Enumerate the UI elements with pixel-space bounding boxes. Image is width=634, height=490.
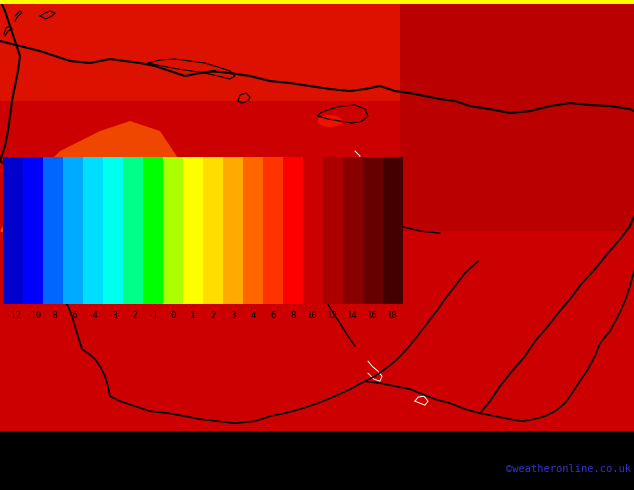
Bar: [383, 157, 403, 304]
Bar: [343, 157, 363, 304]
Text: 2: 2: [210, 311, 216, 320]
Bar: [323, 157, 343, 304]
Bar: [0, 0, 634, 4]
Text: 6: 6: [270, 311, 275, 320]
Text: 10: 10: [307, 311, 318, 320]
Bar: [363, 157, 383, 304]
Polygon shape: [0, 121, 190, 271]
Bar: [203, 157, 223, 304]
Text: ©weatheronline.co.uk: ©weatheronline.co.uk: [506, 464, 631, 473]
Text: 1: 1: [190, 311, 195, 320]
Bar: [63, 157, 83, 304]
Ellipse shape: [318, 115, 342, 127]
Text: -6: -6: [68, 311, 79, 320]
Text: 18: 18: [387, 311, 398, 320]
Bar: [243, 157, 262, 304]
Text: -8: -8: [48, 311, 58, 320]
Bar: [103, 157, 123, 304]
Text: 12: 12: [327, 311, 338, 320]
Text: 8: 8: [290, 311, 295, 320]
Text: -4: -4: [87, 311, 98, 320]
Text: 14: 14: [347, 311, 358, 320]
Text: 0: 0: [171, 311, 176, 320]
Bar: [43, 157, 63, 304]
Polygon shape: [80, 183, 130, 216]
Polygon shape: [40, 166, 145, 243]
Text: -1: -1: [148, 311, 158, 320]
Ellipse shape: [241, 178, 249, 184]
Bar: [23, 157, 43, 304]
Text: 3: 3: [230, 311, 235, 320]
Bar: [83, 157, 103, 304]
Bar: [263, 157, 283, 304]
Text: -2: -2: [127, 311, 138, 320]
Text: -3: -3: [108, 311, 119, 320]
Text: Tu 04-06-2024 06:00 UTC (00+102): Tu 04-06-2024 06:00 UTC (00+102): [403, 434, 631, 447]
Bar: [223, 157, 243, 304]
Bar: [0, 1, 634, 101]
Text: -12: -12: [5, 311, 21, 320]
Bar: [143, 157, 163, 304]
Text: -10: -10: [25, 311, 41, 320]
Text: Theta-W 850hPa [hPa] ECMWF: Theta-W 850hPa [hPa] ECMWF: [3, 434, 188, 447]
Bar: [123, 157, 143, 304]
Bar: [400, 1, 634, 231]
Text: 16: 16: [367, 311, 378, 320]
Bar: [283, 157, 303, 304]
Bar: [183, 157, 203, 304]
Bar: [163, 157, 183, 304]
Bar: [303, 157, 323, 304]
Text: 4: 4: [250, 311, 256, 320]
Bar: [3, 157, 23, 304]
